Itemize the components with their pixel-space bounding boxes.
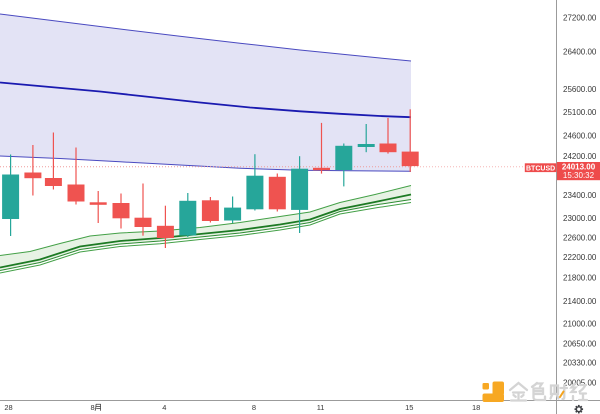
svg-text:15: 15 — [405, 403, 413, 412]
svg-text:20650.00: 20650.00 — [563, 340, 597, 349]
svg-text:21400.00: 21400.00 — [563, 297, 597, 306]
svg-text:21800.00: 21800.00 — [563, 273, 597, 282]
svg-text:28: 28 — [4, 403, 12, 412]
svg-text:26400.00: 26400.00 — [563, 48, 597, 57]
svg-text:24013.00: 24013.00 — [562, 163, 596, 172]
svg-text:4: 4 — [162, 403, 166, 412]
svg-text:23400.00: 23400.00 — [563, 191, 597, 200]
svg-text:25600.00: 25600.00 — [563, 85, 597, 94]
svg-text:8: 8 — [91, 403, 95, 412]
svg-text:18: 18 — [472, 403, 480, 412]
svg-text:20005.00: 20005.00 — [563, 378, 597, 387]
svg-text:20330.00: 20330.00 — [563, 359, 597, 368]
svg-text:21000.00: 21000.00 — [563, 319, 597, 328]
svg-text:27200.00: 27200.00 — [563, 13, 597, 22]
svg-text:22200.00: 22200.00 — [563, 253, 597, 262]
svg-text:23000.00: 23000.00 — [563, 214, 597, 223]
svg-text:25100.00: 25100.00 — [563, 108, 597, 117]
svg-text:24200.00: 24200.00 — [563, 152, 597, 161]
svg-text:22600.00: 22600.00 — [563, 233, 597, 242]
svg-text:8: 8 — [252, 403, 256, 412]
svg-text:24600.00: 24600.00 — [563, 132, 597, 141]
svg-text:11: 11 — [317, 403, 325, 412]
svg-text:15:30:32: 15:30:32 — [563, 171, 595, 180]
svg-text:BTCUSD: BTCUSD — [526, 165, 555, 172]
